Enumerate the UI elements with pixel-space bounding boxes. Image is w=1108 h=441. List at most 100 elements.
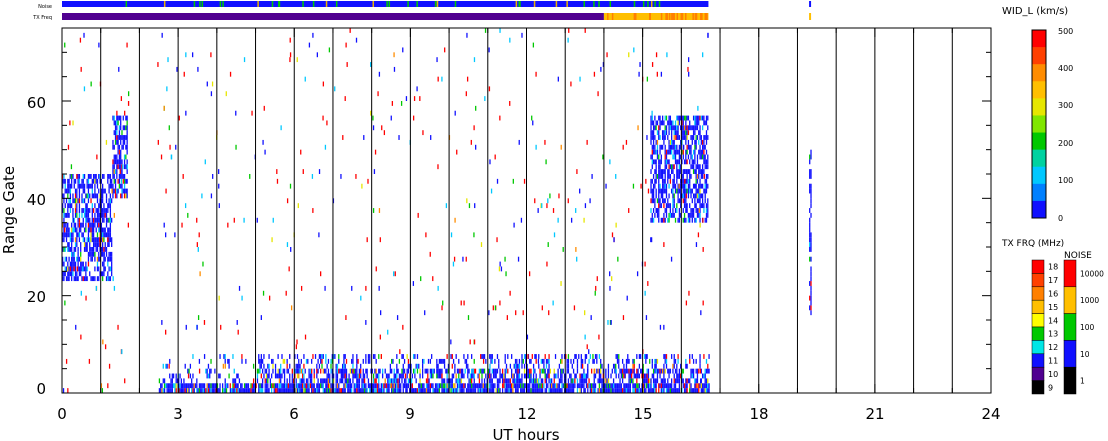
data-pixel bbox=[114, 159, 117, 165]
data-pixel bbox=[568, 28, 570, 33]
data-pixel bbox=[517, 256, 520, 262]
data-pixel bbox=[697, 232, 700, 238]
data-pixel bbox=[698, 383, 700, 389]
data-pixel bbox=[121, 164, 123, 170]
data-pixel bbox=[418, 388, 420, 393]
data-pixel bbox=[504, 368, 506, 374]
data-pixel bbox=[678, 144, 681, 150]
data-pixel bbox=[402, 388, 404, 393]
data-pixel bbox=[221, 388, 224, 393]
data-pixel bbox=[678, 388, 681, 393]
data-pixel bbox=[810, 271, 812, 277]
data-pixel bbox=[340, 174, 342, 179]
data-pixel bbox=[62, 232, 64, 238]
data-pixel bbox=[607, 368, 610, 374]
data-pixel bbox=[694, 388, 696, 393]
data-pixel bbox=[683, 130, 686, 136]
data-pixel bbox=[64, 42, 66, 48]
data-pixel bbox=[104, 344, 107, 350]
data-pixel bbox=[78, 188, 81, 194]
data-pixel bbox=[810, 188, 812, 194]
data-pixel bbox=[627, 368, 629, 374]
data-pixel bbox=[108, 276, 110, 282]
data-pixel bbox=[649, 383, 651, 389]
data-pixel bbox=[655, 52, 658, 58]
data-pixel bbox=[63, 198, 65, 204]
data-pixel bbox=[651, 198, 653, 204]
data-pixel bbox=[695, 135, 697, 140]
data-pixel bbox=[671, 383, 673, 389]
data-pixel bbox=[119, 169, 121, 174]
data-pixel bbox=[76, 208, 78, 213]
data-pixel bbox=[82, 276, 84, 282]
data-pixel bbox=[103, 217, 105, 223]
data-pixel bbox=[694, 198, 696, 204]
data-pixel bbox=[102, 247, 104, 252]
data-pixel bbox=[548, 358, 550, 364]
data-pixel bbox=[322, 354, 324, 359]
data-pixel bbox=[650, 183, 652, 189]
data-pixel bbox=[352, 363, 354, 369]
data-pixel bbox=[258, 368, 260, 374]
data-pixel bbox=[652, 373, 655, 379]
data-pixel bbox=[473, 339, 476, 345]
data-pixel bbox=[182, 383, 184, 389]
data-pixel bbox=[100, 188, 102, 194]
data-pixel bbox=[690, 164, 692, 170]
data-pixel bbox=[569, 383, 571, 389]
data-pixel bbox=[611, 388, 613, 393]
data-pixel bbox=[633, 388, 635, 393]
data-pixel bbox=[678, 198, 681, 204]
data-pixel bbox=[620, 383, 622, 389]
data-pixel bbox=[703, 388, 705, 393]
data-pixel bbox=[499, 261, 501, 267]
data-pixel bbox=[692, 135, 695, 140]
data-pixel bbox=[571, 383, 573, 389]
data-pixel bbox=[121, 188, 123, 194]
data-pixel bbox=[689, 378, 691, 384]
data-pixel bbox=[552, 300, 554, 306]
data-pixel bbox=[580, 378, 582, 384]
data-pixel bbox=[69, 261, 72, 267]
data-pixel bbox=[696, 373, 699, 379]
data-pixel bbox=[87, 188, 90, 194]
data-pixel bbox=[690, 208, 692, 213]
data-pixel bbox=[685, 358, 687, 364]
data-pixel bbox=[361, 388, 363, 393]
data-pixel bbox=[609, 320, 612, 325]
data-pixel bbox=[580, 363, 582, 369]
data-pixel bbox=[594, 368, 596, 374]
data-pixel bbox=[511, 373, 513, 379]
data-pixel bbox=[647, 388, 650, 393]
data-pixel bbox=[425, 368, 428, 374]
data-pixel bbox=[685, 115, 687, 121]
data-pixel bbox=[385, 373, 388, 379]
data-pixel bbox=[209, 368, 211, 374]
data-pixel bbox=[678, 115, 681, 121]
data-pixel bbox=[690, 388, 692, 393]
data-pixel bbox=[219, 354, 221, 359]
noise-strip-mark bbox=[193, 1, 196, 7]
data-pixel bbox=[625, 388, 628, 393]
data-pixel bbox=[254, 383, 256, 389]
data-pixel bbox=[620, 373, 622, 379]
data-pixel bbox=[691, 217, 693, 223]
data-pixel bbox=[169, 388, 171, 393]
data-pixel bbox=[468, 203, 471, 209]
data-pixel bbox=[636, 271, 639, 277]
data-pixel bbox=[352, 354, 354, 359]
data-pixel bbox=[574, 373, 576, 379]
data-pixel bbox=[107, 276, 109, 282]
data-pixel bbox=[318, 169, 321, 174]
data-pixel bbox=[125, 164, 127, 170]
data-pixel bbox=[674, 183, 677, 189]
data-pixel bbox=[681, 378, 683, 384]
data-pixel bbox=[214, 368, 216, 374]
data-pixel bbox=[259, 363, 261, 369]
width-tick-100: 100 bbox=[1058, 176, 1073, 185]
data-pixel bbox=[443, 363, 446, 369]
data-pixel bbox=[549, 383, 552, 389]
data-pixel bbox=[163, 378, 166, 384]
data-pixel bbox=[593, 378, 595, 384]
data-pixel bbox=[576, 169, 578, 174]
